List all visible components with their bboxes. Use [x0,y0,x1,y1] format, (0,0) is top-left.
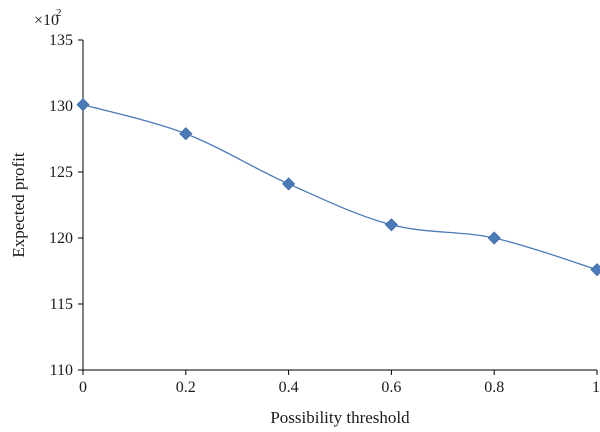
x-axis-ticks: 0 0.2 0.4 0.6 0.8 1 [79,370,600,396]
data-point-marker [487,231,501,245]
x-tick-label: 0.2 [176,379,196,396]
data-point-marker [282,177,296,191]
y-tick-label: 135 [49,32,73,49]
data-point-marker [384,218,398,232]
series-line [82,104,598,271]
x-axis-label: Possibility threshold [270,408,410,427]
data-point-marker [590,263,600,277]
x-tick-label: 0.6 [381,379,401,396]
x-tick-label: 0.8 [484,379,504,396]
data-point-marker [179,127,193,141]
y-axis-ticks: 110 115 120 125 130 135 [49,32,83,379]
y-tick-label: 110 [50,362,73,379]
y-tick-label: 125 [49,164,73,181]
y-tick-label: 115 [50,296,73,313]
data-point-marker [76,98,90,112]
y-multiplier-exponent: 2 [56,7,62,19]
y-tick-label: 120 [49,230,73,247]
y-axis-multiplier: ×10 2 [34,7,62,29]
y-multiplier-base: ×10 [34,12,59,29]
x-tick-label: 1 [592,379,600,396]
plot-area [76,98,600,277]
y-tick-label: 130 [49,98,73,115]
x-tick-label: 0.4 [279,379,299,396]
y-axis-label: Expected profit [9,152,28,258]
x-tick-label: 0 [79,379,87,396]
